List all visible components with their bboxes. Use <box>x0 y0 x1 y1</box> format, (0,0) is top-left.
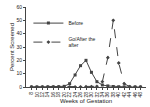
svg-text:46: 46 <box>132 92 138 98</box>
svg-text:34: 34 <box>99 92 105 98</box>
svg-text:28: 28 <box>83 92 89 98</box>
svg-text:30: 30 <box>88 92 94 98</box>
svg-text:32: 32 <box>94 92 100 98</box>
svg-text:8: 8 <box>28 92 34 95</box>
svg-text:16: 16 <box>50 92 56 98</box>
svg-text:40: 40 <box>115 92 121 98</box>
svg-text:10: 10 <box>34 92 40 98</box>
svg-text:20: 20 <box>61 92 67 98</box>
svg-text:Go/After theafter: Go/After theafter <box>68 36 95 49</box>
svg-text:Before: Before <box>68 20 83 26</box>
svg-text:20: 20 <box>16 57 22 63</box>
svg-text:12: 12 <box>39 92 45 98</box>
svg-text:38: 38 <box>110 92 116 98</box>
svg-text:10: 10 <box>16 70 22 76</box>
svg-text:40: 40 <box>16 30 22 36</box>
svg-text:26: 26 <box>77 92 83 98</box>
svg-text:48: 48 <box>137 92 143 98</box>
svg-text:18: 18 <box>55 92 61 98</box>
svg-text:24: 24 <box>72 92 78 98</box>
svg-text:14: 14 <box>44 92 50 98</box>
svg-text:Weeks of Gestation: Weeks of Gestation <box>60 98 112 104</box>
svg-text:30: 30 <box>16 44 22 50</box>
svg-text:Percent Screened: Percent Screened <box>9 23 15 71</box>
svg-text:22: 22 <box>66 92 72 98</box>
svg-text:42: 42 <box>121 92 127 98</box>
svg-text:0: 0 <box>19 84 22 90</box>
svg-text:50: 50 <box>16 17 22 23</box>
svg-text:36: 36 <box>104 92 110 98</box>
svg-text:44: 44 <box>126 92 132 98</box>
svg-text:60: 60 <box>16 4 22 10</box>
